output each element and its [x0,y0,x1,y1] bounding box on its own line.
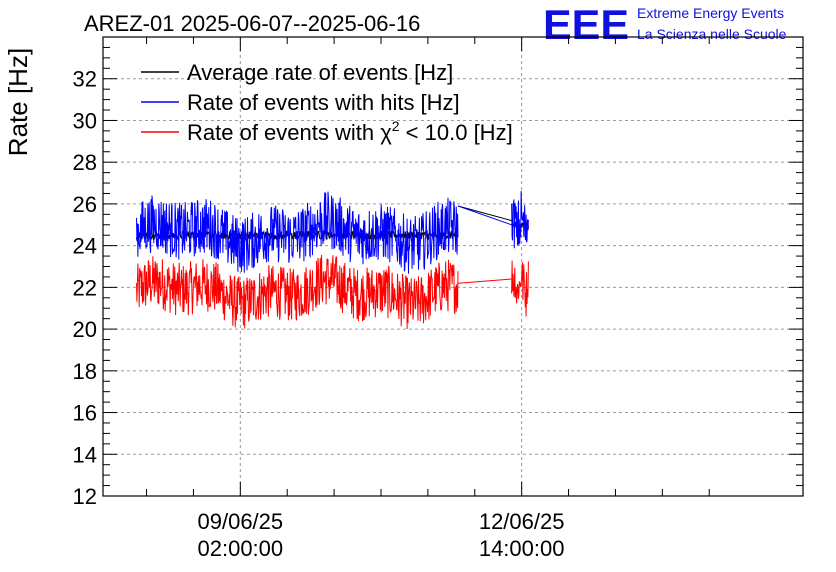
legend-label: Average rate of events [Hz] [187,60,453,85]
x-tick-label-time: 02:00:00 [198,536,284,561]
series-line [511,190,529,249]
series-line [136,191,459,274]
series-line [457,278,512,284]
eee-logo-mark: EEE [543,1,629,48]
chart-title: AREZ-01 2025-06-07--2025-06-16 [84,11,420,36]
y-tick-label: 32 [73,67,97,92]
x-tick-label-date: 09/06/25 [198,509,284,534]
y-tick-label: 12 [73,484,97,509]
legend-label: Rate of events with hits [Hz] [187,90,460,115]
y-tick-label: 20 [73,317,97,342]
y-tick-label: 24 [73,234,97,259]
y-tick-label: 18 [73,359,97,384]
y-tick-label: 14 [73,442,97,467]
eee-logo-line1: Extreme Energy Events [637,5,784,21]
series-line [136,254,459,330]
eee-logo: EEE Extreme Energy Events La Scienza nel… [543,1,787,48]
x-tick-label-date: 12/06/25 [479,509,565,534]
legend: Average rate of events [Hz] Rate of event… [141,60,513,145]
series-layer [136,190,529,330]
series-line [457,205,512,226]
y-tick-label: 28 [73,150,97,175]
x-tick-label-time: 14:00:00 [479,536,565,561]
series-line [511,260,529,317]
series-line [457,205,512,222]
eee-logo-line2: La Scienza nelle Scuole [637,26,787,42]
legend-label: Rate of events with χ2 < 10.0 [Hz] [187,118,513,145]
y-tick-label: 30 [73,108,97,133]
y-tick-label: 26 [73,192,97,217]
y-tick-label: 22 [73,275,97,300]
y-tick-label: 16 [73,401,97,426]
y-axis-label: Rate [Hz] [3,48,33,156]
